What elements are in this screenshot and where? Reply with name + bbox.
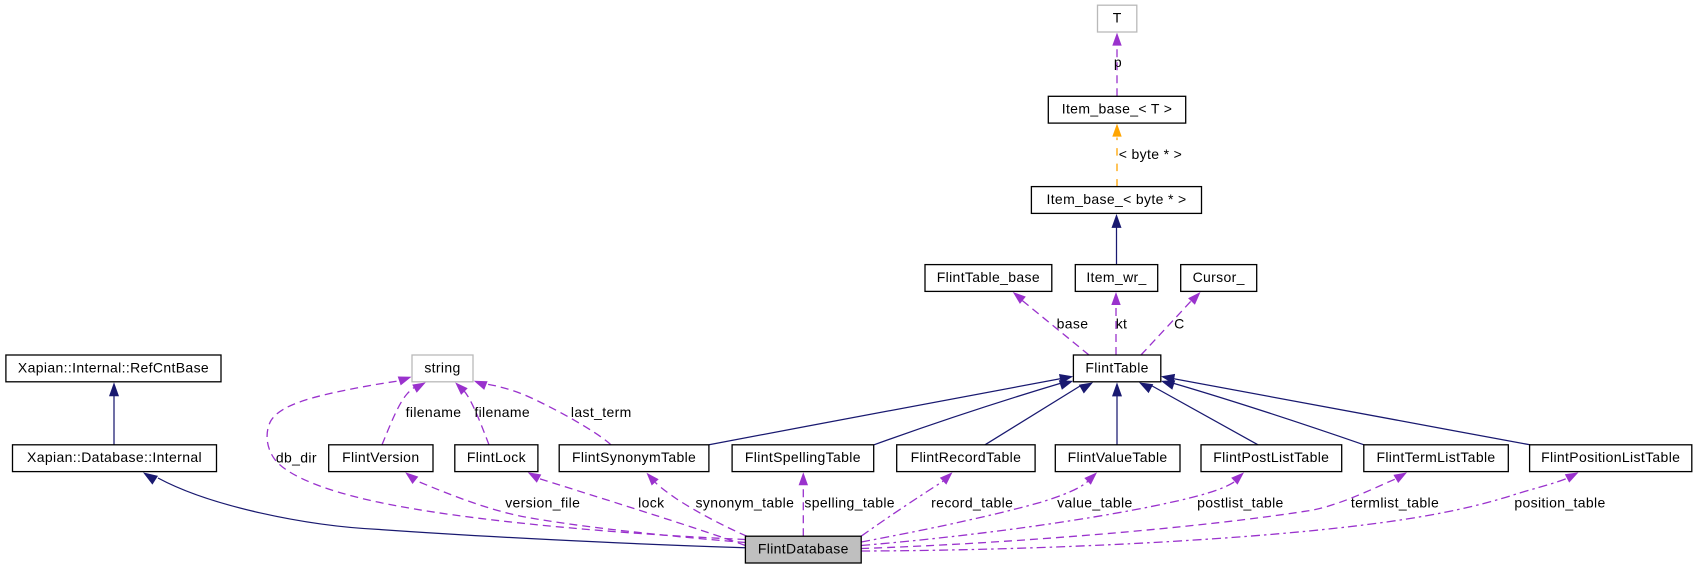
svg-text:FlintDatabase: FlintDatabase <box>758 541 849 557</box>
svg-text:string: string <box>424 359 460 375</box>
svg-text:termlist_table: termlist_table <box>1351 495 1439 511</box>
svg-text:Xapian::Database::Internal: Xapian::Database::Internal <box>27 449 202 465</box>
svg-text:FlintPostListTable: FlintPostListTable <box>1213 449 1329 465</box>
svg-text:FlintPositionListTable: FlintPositionListTable <box>1541 449 1680 465</box>
svg-text:FlintTermListTable: FlintTermListTable <box>1376 449 1495 465</box>
svg-text:T: T <box>1113 10 1122 26</box>
svg-text:filename: filename <box>406 404 462 420</box>
svg-text:FlintVersion: FlintVersion <box>342 449 419 465</box>
svg-text:< byte * >: < byte * > <box>1119 146 1182 162</box>
svg-text:FlintTable_base: FlintTable_base <box>937 269 1040 285</box>
svg-text:record_table: record_table <box>931 495 1013 511</box>
svg-text:base: base <box>1057 315 1089 331</box>
svg-text:position_table: position_table <box>1514 495 1605 511</box>
svg-text:filename: filename <box>474 404 530 420</box>
svg-text:synonym_table: synonym_table <box>696 495 795 511</box>
svg-text:db_dir: db_dir <box>276 450 317 466</box>
svg-text:Item_base_< T >: Item_base_< T > <box>1062 101 1173 117</box>
svg-text:kt: kt <box>1116 315 1128 331</box>
svg-text:value_table: value_table <box>1057 495 1132 511</box>
svg-text:C: C <box>1174 315 1184 331</box>
svg-text:postlist_table: postlist_table <box>1197 495 1284 511</box>
svg-text:version_file: version_file <box>505 495 580 511</box>
svg-text:last_term: last_term <box>571 404 632 420</box>
svg-text:spelling_table: spelling_table <box>804 495 895 511</box>
svg-text:FlintTable: FlintTable <box>1085 359 1148 375</box>
svg-text:p: p <box>1114 54 1122 70</box>
svg-text:Cursor_: Cursor_ <box>1193 269 1245 285</box>
svg-text:Item_base_< byte * >: Item_base_< byte * > <box>1046 191 1186 207</box>
svg-text:Xapian::Internal::RefCntBase: Xapian::Internal::RefCntBase <box>18 359 209 375</box>
svg-text:FlintLock: FlintLock <box>467 449 527 465</box>
svg-text:FlintRecordTable: FlintRecordTable <box>911 449 1022 465</box>
svg-text:Item_wr_: Item_wr_ <box>1086 269 1146 285</box>
svg-text:FlintSpellingTable: FlintSpellingTable <box>745 449 861 465</box>
svg-text:lock: lock <box>638 495 665 511</box>
svg-text:FlintValueTable: FlintValueTable <box>1068 449 1168 465</box>
svg-text:FlintSynonymTable: FlintSynonymTable <box>572 449 696 465</box>
